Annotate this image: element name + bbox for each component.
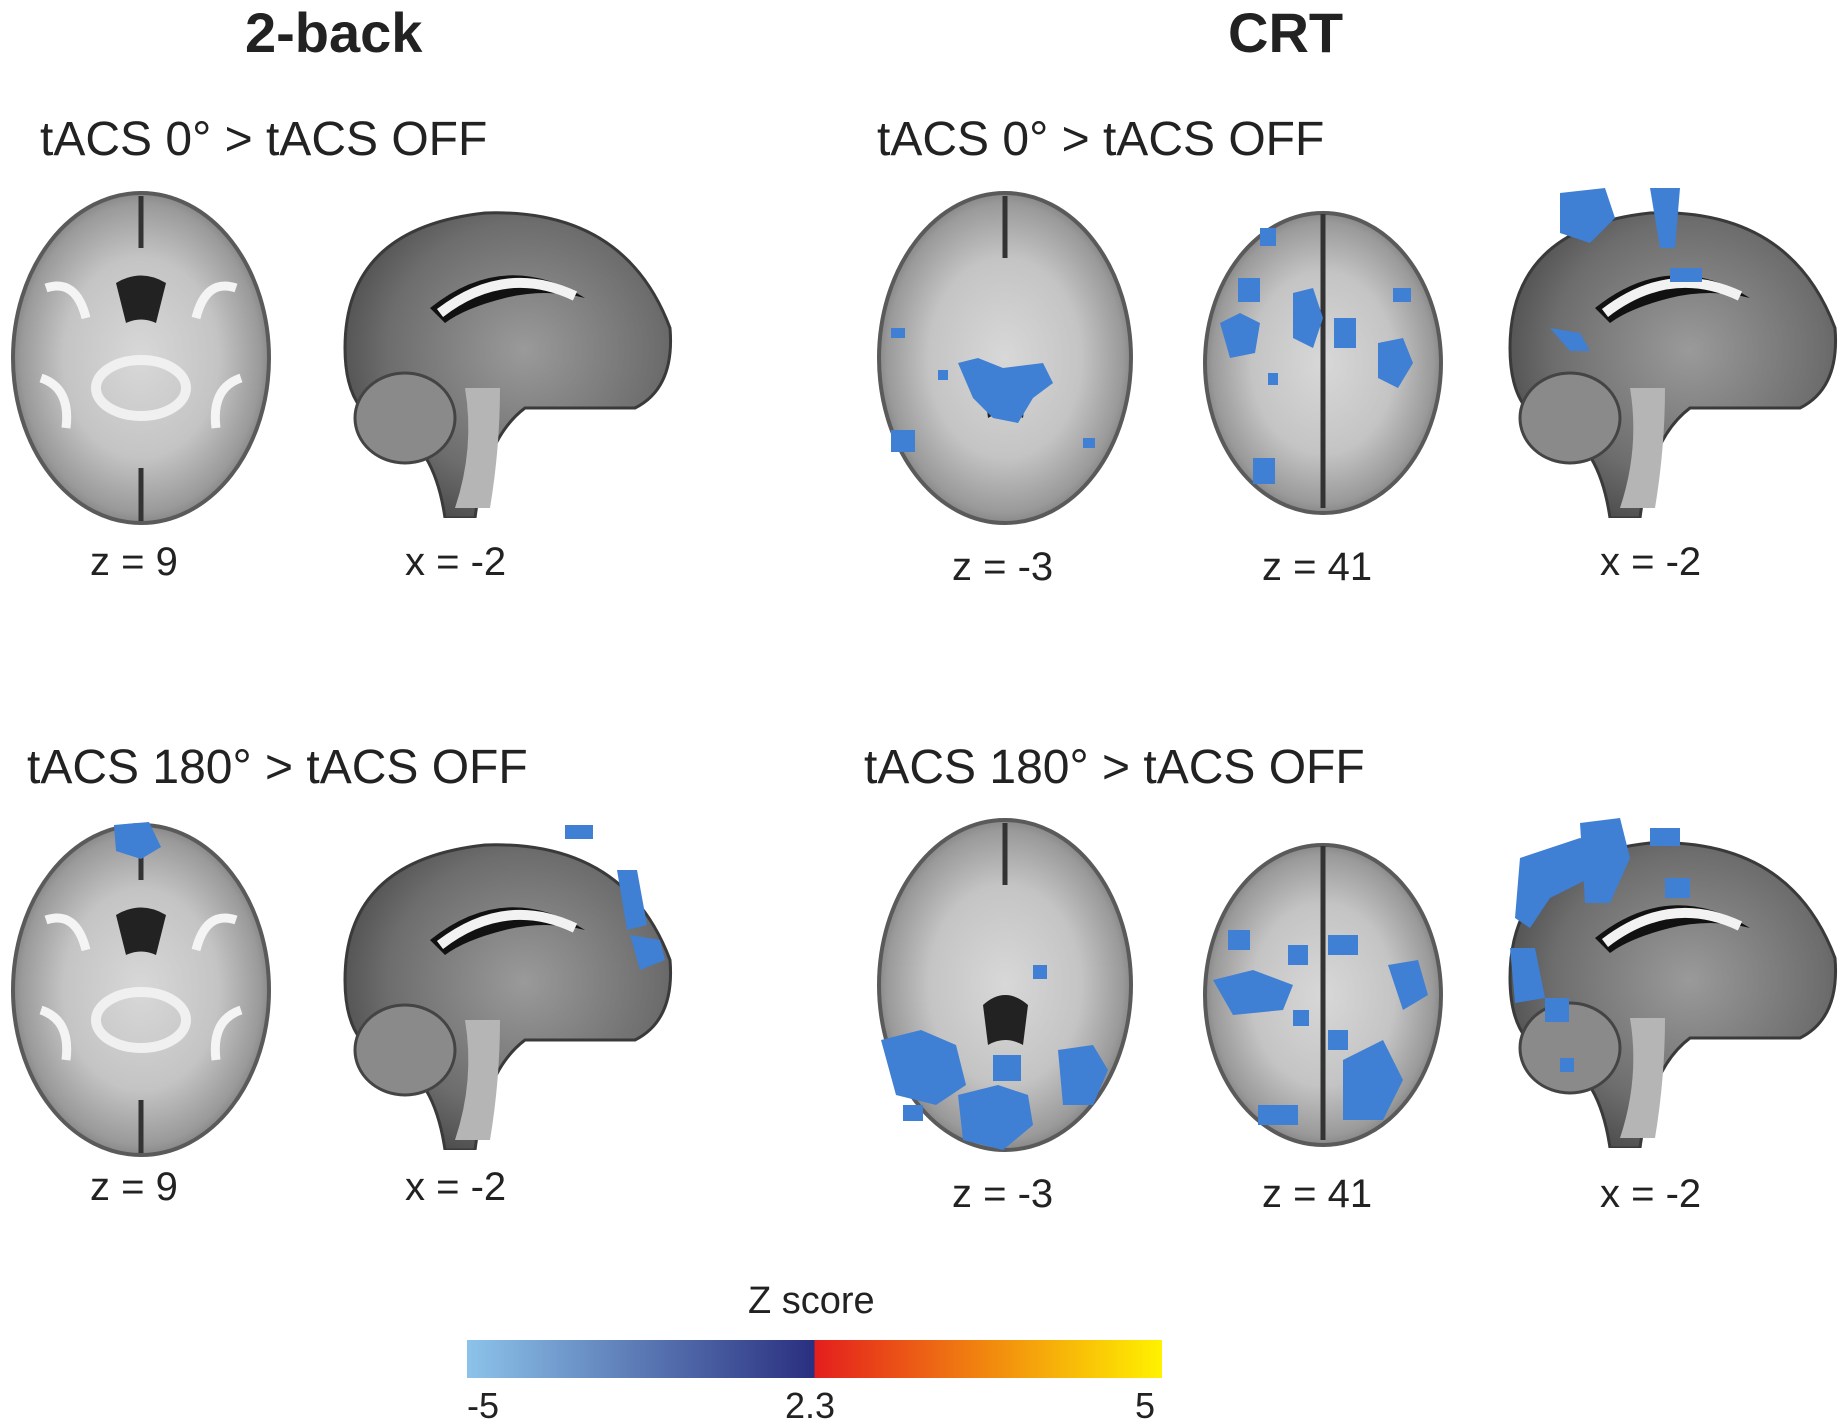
colorbar bbox=[467, 1340, 1162, 1378]
colorbar-tick-min: -5 bbox=[467, 1385, 500, 1426]
axial-brain-image bbox=[11, 191, 271, 525]
sagittal-brain-image bbox=[343, 825, 673, 1150]
slice-label: x = -2 bbox=[405, 540, 507, 584]
slice-label: x = -2 bbox=[1600, 1172, 1702, 1216]
axial-brain-image bbox=[1203, 843, 1443, 1147]
colorbar-tick-max: 5 bbox=[1135, 1385, 1156, 1426]
slice-label: z = 41 bbox=[1262, 545, 1373, 589]
slice-label: x = -2 bbox=[405, 1165, 507, 1209]
axial-brain-image bbox=[877, 191, 1133, 525]
slice-label: z = 9 bbox=[90, 1165, 178, 1209]
slice-label: x = -2 bbox=[1600, 540, 1702, 584]
axial-brain-image bbox=[11, 822, 271, 1157]
slice-label: z = 9 bbox=[90, 540, 178, 584]
colorbar-label: Z score bbox=[748, 1280, 875, 1322]
colorbar-tick-threshold: 2.3 bbox=[785, 1385, 836, 1426]
sagittal-brain-image bbox=[343, 211, 673, 518]
column-title-crt: CRT bbox=[1228, 1, 1344, 64]
slice-label: z = -3 bbox=[952, 1172, 1054, 1216]
condition-2back-180: tACS 180° > tACS OFF bbox=[27, 741, 528, 794]
column-title-2back: 2-back bbox=[245, 1, 423, 64]
slice-label: z = 41 bbox=[1262, 1172, 1373, 1216]
slice-label: z = -3 bbox=[952, 545, 1054, 589]
condition-crt-0: tACS 0° > tACS OFF bbox=[877, 113, 1325, 166]
axial-brain-image bbox=[877, 818, 1133, 1152]
sagittal-brain-image bbox=[1508, 188, 1838, 518]
sagittal-brain-image bbox=[1508, 818, 1838, 1148]
condition-2back-0: tACS 0° > tACS OFF bbox=[40, 113, 488, 166]
axial-brain-image bbox=[1203, 211, 1443, 515]
condition-crt-180: tACS 180° > tACS OFF bbox=[864, 741, 1365, 794]
